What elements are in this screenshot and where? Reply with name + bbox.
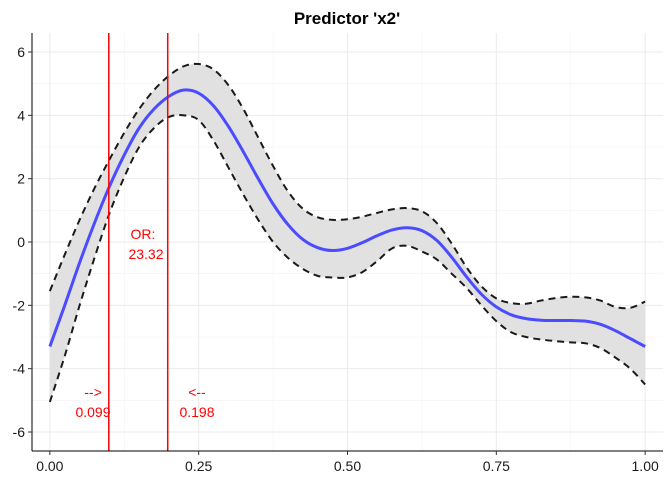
x-tick-label: 1.00 <box>632 458 659 474</box>
axes <box>28 33 663 455</box>
tick-labels: 0.00 0.25 0.50 0.75 1.00 -6 -4 -2 0 2 4 6 <box>13 44 659 474</box>
fit-line <box>48 88 646 348</box>
left-threshold-value: 0.099 <box>75 404 110 420</box>
y-tick-label: 4 <box>17 107 25 123</box>
odds-ratio-label: OR: <box>131 226 156 242</box>
confidence-band-area <box>49 63 646 402</box>
odds-ratio-value: 23.32 <box>128 246 163 262</box>
y-tick-label: -6 <box>13 424 26 440</box>
confidence-band <box>49 63 646 402</box>
upper-ci-line <box>48 62 646 310</box>
y-tick-label: 2 <box>17 171 25 187</box>
threshold-lines <box>108 33 169 451</box>
left-arrow-label: --> <box>84 384 102 400</box>
right-arrow-label: <-- <box>188 384 206 400</box>
right-threshold-value: 0.198 <box>179 404 214 420</box>
y-tick-label: -2 <box>13 297 26 313</box>
x-tick-label: 0.50 <box>334 458 361 474</box>
x-tick-label: 0.00 <box>36 458 63 474</box>
x-tick-label: 0.25 <box>185 458 212 474</box>
annotations: --> 0.099 <-- 0.198 OR: 23.32 <box>75 226 214 420</box>
chart-title: Predictor 'x2' <box>294 9 400 28</box>
series-lines <box>48 62 646 403</box>
lower-ci-line <box>48 114 646 403</box>
x-tick-label: 0.75 <box>483 458 510 474</box>
y-tick-label: 0 <box>17 234 25 250</box>
y-tick-label: -4 <box>13 361 26 377</box>
y-tick-label: 6 <box>17 44 25 60</box>
